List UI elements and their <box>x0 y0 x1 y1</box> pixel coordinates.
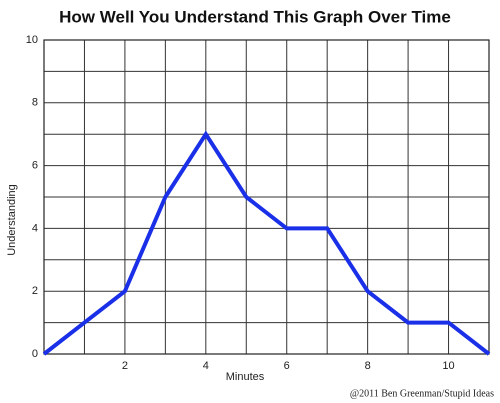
x-tick-label: 6 <box>284 360 290 372</box>
y-tick-label: 8 <box>32 97 38 109</box>
credit: @2011 Ben Greenman/Stupid Ideas <box>350 388 494 399</box>
y-tick-label: 10 <box>26 34 38 46</box>
plot-border <box>43 39 490 355</box>
y-tick-label: 0 <box>32 348 38 360</box>
x-tick-label: 10 <box>442 360 454 372</box>
x-axis-label: Minutes <box>226 371 265 383</box>
data-line <box>42 130 491 356</box>
x-tick-label: 2 <box>122 360 128 372</box>
y-tick-label: 2 <box>32 285 38 297</box>
x-tick-label: 4 <box>203 360 209 372</box>
y-tick-label: 4 <box>32 222 38 234</box>
y-axis-label: Understanding <box>6 184 18 256</box>
y-tick-label: 6 <box>32 160 38 172</box>
x-tick-label: 8 <box>365 360 371 372</box>
chart-title: How Well You Understand This Graph Over … <box>59 7 451 26</box>
